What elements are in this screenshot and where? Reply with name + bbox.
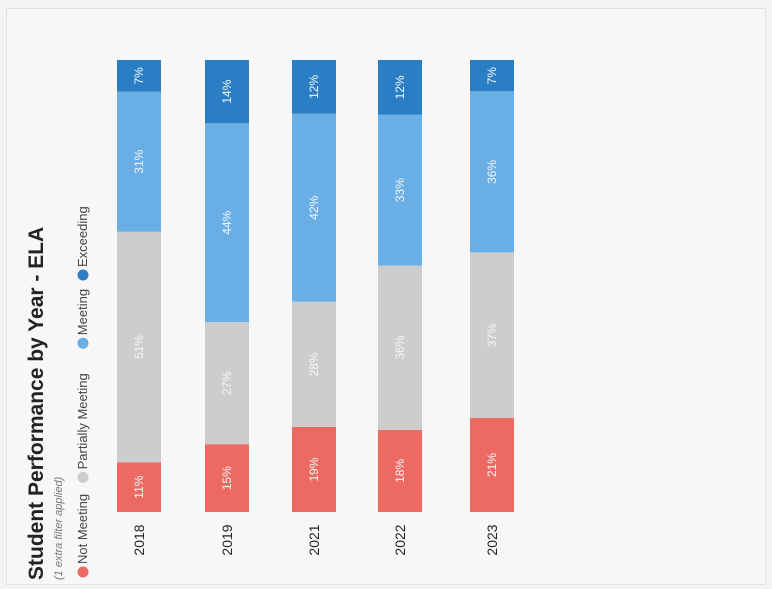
data-label-2021-exceeding: 12%	[307, 75, 321, 99]
legend-marker-exceeding	[77, 269, 89, 281]
data-label-2019-partially-meeting: 27%	[220, 371, 234, 395]
bar-segment-2023-exceeding[interactable]	[470, 60, 514, 92]
bar-segment-2018-partially-meeting[interactable]	[117, 231, 161, 463]
bar-segment-2022-not-meeting[interactable]	[378, 429, 422, 512]
category-label-2021: 2021	[306, 524, 322, 555]
bar-segment-2019-exceeding[interactable]	[205, 60, 249, 124]
category-label-2018: 2018	[131, 524, 147, 555]
data-label-2023-exceeding: 7%	[485, 67, 499, 85]
legend-label-meeting: Meeting	[75, 289, 90, 335]
data-label-2021-partially-meeting: 28%	[307, 352, 321, 376]
bar-segment-2021-partially-meeting[interactable]	[292, 301, 336, 427]
bars-group: 11% 51% 31% 7% 15% 27% 44% 14% 19% 28% 42% 12% 18% 36…	[117, 60, 514, 512]
bar-segment-2023-not-meeting[interactable]	[470, 418, 514, 512]
chart-subtitle: (1 extra filter applied)	[53, 476, 65, 580]
bar-segment-2018-not-meeting[interactable]	[117, 462, 161, 512]
bar-segment-2022-exceeding[interactable]	[378, 60, 422, 115]
data-label-2023-partially-meeting: 37%	[485, 323, 499, 347]
data-label-2018-exceeding: 7%	[132, 67, 146, 85]
category-label-2019: 2019	[219, 524, 235, 555]
legend-label-not-meeting: Not Meeting	[75, 494, 90, 564]
category-labels: 2018 2019 2021 2022 2023	[131, 524, 500, 555]
data-label-2019-meeting: 44%	[220, 210, 234, 234]
data-label-2022-not-meeting: 18%	[393, 459, 407, 483]
chart-title: Student Performance by Year - ELA	[25, 227, 48, 580]
bar-segment-2019-not-meeting[interactable]	[205, 444, 249, 512]
data-label-2022-meeting: 33%	[393, 178, 407, 202]
bar-segment-2018-exceeding[interactable]	[117, 60, 161, 92]
chart-legend: Not Meeting Partially Meeting Meeting Excee…	[75, 206, 90, 578]
data-label-2019-not-meeting: 15%	[220, 466, 234, 490]
legend-label-partially-meeting: Partially Meeting	[75, 373, 90, 469]
data-label-2019-exceeding: 14%	[220, 79, 234, 103]
data-label-2018-not-meeting: 11%	[132, 475, 146, 498]
data-label-2022-partially-meeting: 36%	[393, 335, 407, 359]
data-label-2018-partially-meeting: 51%	[132, 335, 146, 359]
data-label-2023-meeting: 36%	[485, 160, 499, 184]
bar-segment-2021-meeting[interactable]	[292, 113, 336, 302]
bar-segment-2019-meeting[interactable]	[205, 123, 249, 323]
data-label-2018-meeting: 31%	[132, 149, 146, 173]
data-label-2021-meeting: 42%	[307, 195, 321, 219]
bar-segment-2021-exceeding[interactable]	[292, 60, 336, 114]
bar-segment-2023-meeting[interactable]	[470, 91, 514, 253]
bar-segment-2022-meeting[interactable]	[378, 114, 422, 266]
data-label-2021-not-meeting: 19%	[307, 457, 321, 481]
data-label-2023-not-meeting: 21%	[485, 453, 499, 477]
bar-segment-2019-partially-meeting[interactable]	[205, 322, 249, 445]
bar-segment-2023-partially-meeting[interactable]	[470, 252, 514, 419]
category-label-2022: 2022	[392, 524, 408, 555]
legend-marker-not-meeting	[77, 566, 89, 578]
bar-segment-2018-meeting[interactable]	[117, 91, 161, 232]
bar-segment-2021-not-meeting[interactable]	[292, 426, 336, 512]
data-label-2022-exceeding: 12%	[393, 75, 407, 99]
category-label-2023: 2023	[484, 524, 500, 555]
legend-marker-partially-meeting	[77, 471, 89, 483]
bar-segment-2022-partially-meeting[interactable]	[378, 265, 422, 430]
legend-label-exceeding: Exceeding	[75, 206, 90, 267]
legend-marker-meeting	[77, 337, 89, 349]
